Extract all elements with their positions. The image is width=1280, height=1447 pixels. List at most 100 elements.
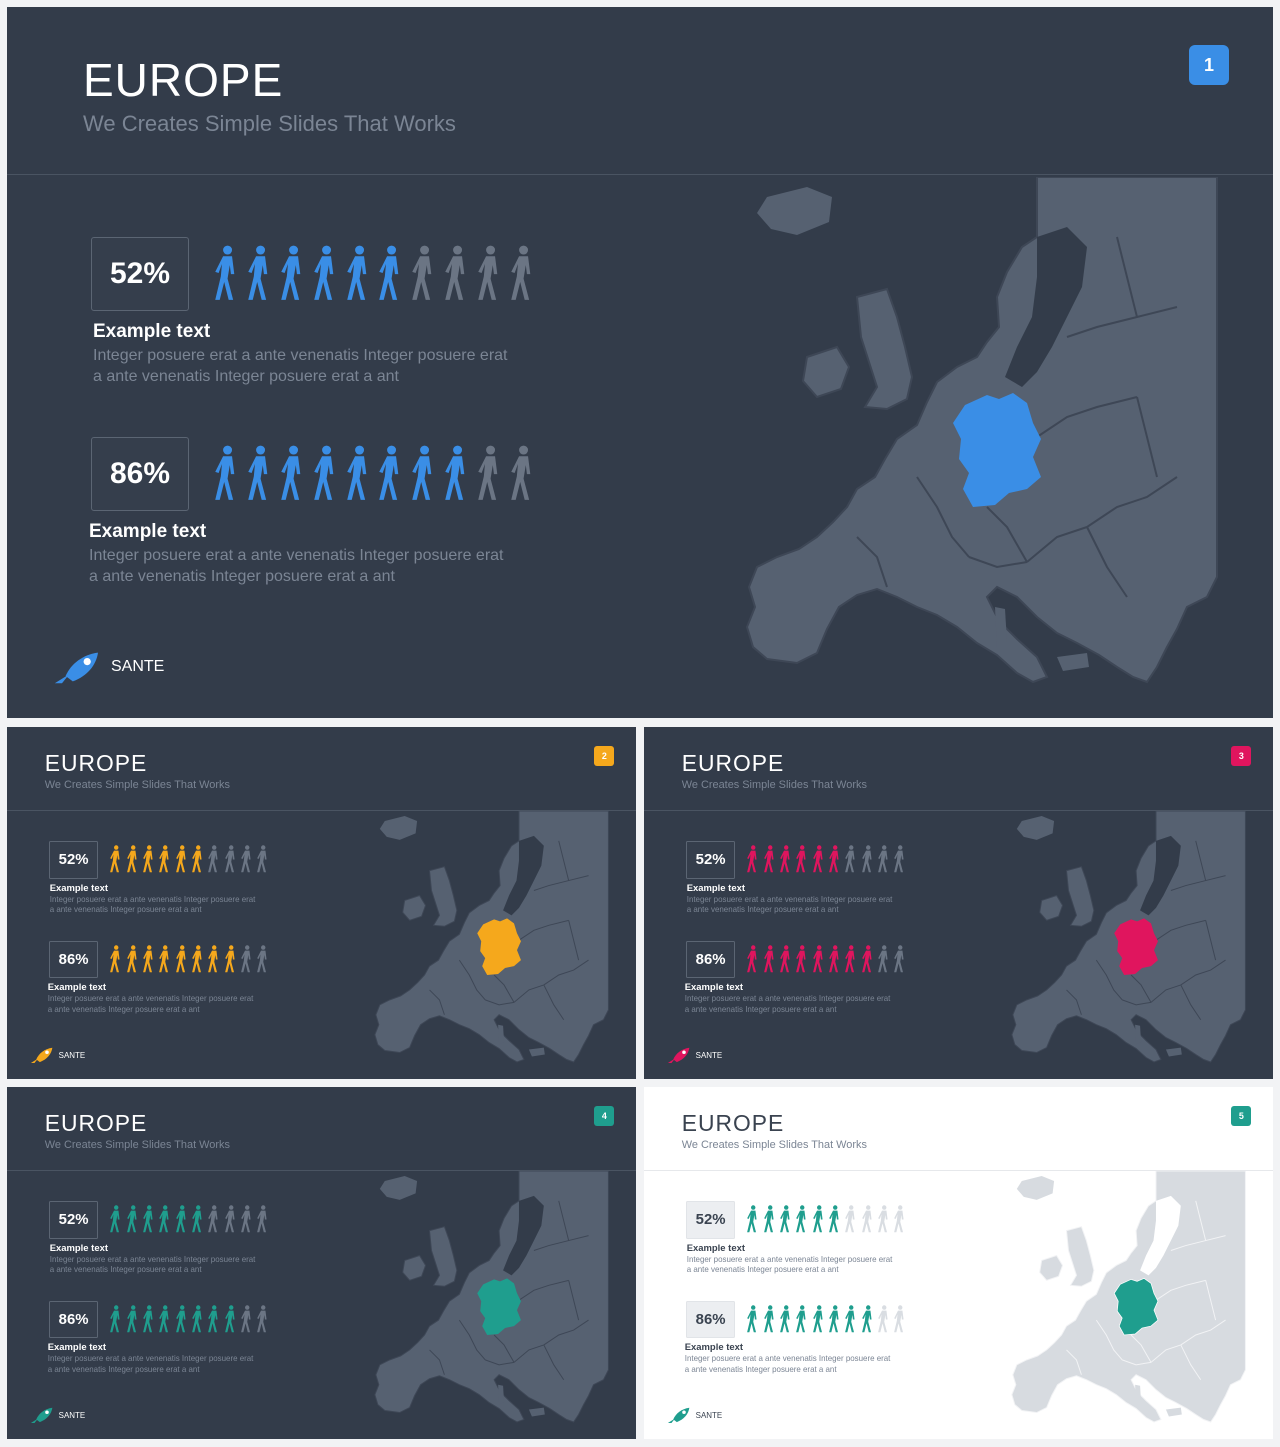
people-pictogram: [746, 1205, 906, 1233]
stat-title: Example text: [686, 883, 745, 895]
germany-highlight: [1113, 1278, 1159, 1336]
person-icon: [346, 445, 366, 500]
percent-value: 86%: [91, 437, 189, 511]
person-icon: [224, 944, 235, 972]
person-icon: [208, 1205, 218, 1233]
slide-number-badge: 4: [594, 1105, 615, 1126]
percent-value: 86%: [685, 940, 736, 979]
rocket-icon: [667, 1407, 690, 1424]
person-icon: [894, 944, 904, 972]
person-icon: [861, 845, 872, 873]
sardinia: [498, 1385, 504, 1406]
person-icon: [812, 1205, 823, 1233]
slide-subtitle: We Creates Simple Slides That Works: [681, 1138, 867, 1151]
person-icon: [313, 445, 333, 500]
stat-block: 52% Example text Integer posuere erat a …: [644, 1201, 1273, 1281]
country-border: [1121, 1359, 1152, 1366]
iceland: [1016, 816, 1055, 841]
country-border: [856, 536, 888, 588]
country-border: [1195, 841, 1207, 882]
person-icon: [812, 1304, 823, 1332]
slide-number-badge: 3: [1231, 745, 1252, 766]
slide-5[interactable]: EUROPE We Creates Simple Slides That Wor…: [644, 1087, 1273, 1439]
slide-number-badge: 5: [1231, 1105, 1252, 1126]
stat-title: Example text: [49, 883, 108, 895]
iceland: [379, 1176, 418, 1201]
person-icon: [796, 1205, 806, 1233]
stat-block: 52% Example text Integer posuere erat a …: [644, 841, 1273, 921]
ireland: [801, 345, 851, 399]
person-icon: [861, 944, 872, 972]
person-icon: [215, 445, 235, 500]
great-britain: [855, 287, 914, 411]
person-icon: [379, 445, 399, 500]
person-icon: [224, 1304, 235, 1332]
person-icon: [208, 1304, 218, 1332]
percent-value: 86%: [48, 940, 99, 979]
country-border: [1150, 984, 1181, 1004]
stat-title: Example text: [47, 982, 106, 994]
person-icon: [812, 944, 823, 972]
slide-header: EUROPE We Creates Simple Slides That Wor…: [7, 1087, 636, 1171]
brand-name: SANTE: [58, 1410, 86, 1420]
person-icon: [208, 845, 218, 873]
person-icon: [248, 245, 268, 300]
slide-2[interactable]: EUROPE We Creates Simple Slides That Wor…: [7, 727, 636, 1079]
country-border: [1086, 476, 1178, 528]
slide-4[interactable]: EUROPE We Creates Simple Slides That Wor…: [7, 1087, 636, 1439]
country-border: [493, 975, 515, 1004]
country-border: [543, 1345, 565, 1381]
person-icon: [894, 1205, 904, 1233]
country-border: [493, 1335, 515, 1364]
stat-description: Integer posuere erat a ante venenatis In…: [93, 347, 508, 385]
person-icon: [877, 845, 888, 873]
person-icon: [379, 245, 399, 300]
rocket-icon: [54, 652, 98, 684]
person-icon: [780, 845, 790, 873]
country-border: [533, 875, 589, 892]
slide-subtitle: We Creates Simple Slides That Works: [681, 778, 867, 791]
slide-1[interactable]: EUROPE We Creates Simple Slides That Wor…: [7, 7, 1273, 718]
slide-number-badge: 2: [594, 745, 615, 766]
sicily: [1165, 1048, 1182, 1057]
person-icon: [175, 1304, 186, 1332]
rocket-icon: [667, 1047, 690, 1064]
slide-3[interactable]: EUROPE We Creates Simple Slides That Wor…: [644, 727, 1273, 1079]
stat-description: Integer posuere erat a ante venenatis In…: [47, 994, 254, 1014]
slide-header: EUROPE We Creates Simple Slides That Wor…: [7, 7, 1273, 175]
person-icon: [280, 245, 301, 300]
stat-description: Integer posuere erat a ante venenatis In…: [47, 1354, 254, 1374]
person-icon: [192, 1304, 202, 1332]
europe-map: [374, 1171, 609, 1424]
person-icon: [175, 845, 186, 873]
brand-name: SANTE: [58, 1050, 86, 1060]
person-icon: [126, 1205, 137, 1233]
person-icon: [796, 944, 806, 972]
person-icon: [845, 1304, 855, 1332]
people-pictogram: [109, 845, 269, 873]
stat-title: Example text: [686, 1243, 745, 1255]
country-border: [1180, 1320, 1226, 1346]
person-icon: [240, 944, 251, 972]
country-border: [458, 1320, 486, 1361]
germany-highlight: [953, 393, 1041, 507]
country-border: [1036, 396, 1138, 438]
slide-header: EUROPE We Creates Simple Slides That Wor…: [644, 727, 1273, 811]
person-icon: [478, 245, 498, 300]
person-icon: [796, 1304, 806, 1332]
iceland: [379, 816, 418, 841]
percent-value: 52%: [685, 1201, 736, 1240]
percent-value: 86%: [685, 1300, 736, 1339]
person-icon: [877, 944, 888, 972]
country-border: [558, 1201, 570, 1242]
person-icon: [240, 845, 251, 873]
sardinia: [1135, 1025, 1141, 1046]
country-border: [518, 1280, 569, 1302]
people-pictogram: [109, 1205, 269, 1233]
ireland: [402, 895, 427, 922]
country-border: [1155, 1280, 1206, 1302]
sicily: [528, 1048, 545, 1057]
country-border: [484, 999, 515, 1006]
country-border: [1086, 526, 1128, 598]
person-icon: [313, 245, 333, 300]
